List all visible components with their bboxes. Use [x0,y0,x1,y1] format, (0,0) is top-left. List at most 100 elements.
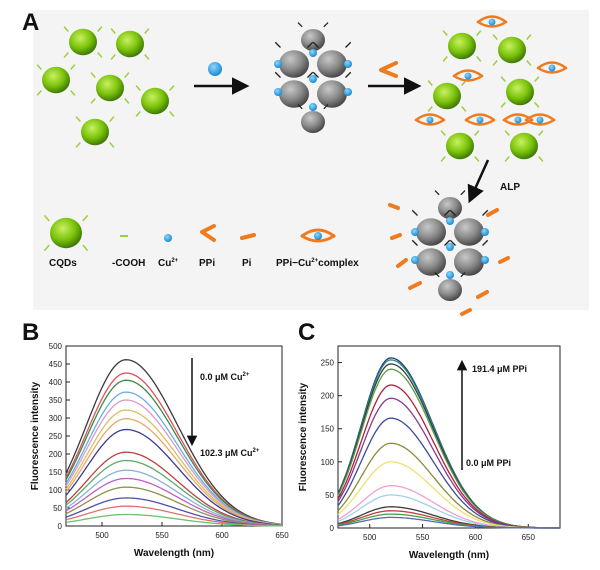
x-tick-label: 650 [522,533,536,542]
chart-c-ylabel: Fluorescence intensity [298,382,309,491]
y-tick-label: 400 [49,378,63,387]
series-line [337,516,560,529]
cqd-particle [36,64,76,96]
x-tick-label: 650 [275,531,289,540]
cu-ion [309,103,317,111]
cu-ion [344,60,352,68]
x-tick-label: 500 [363,533,377,542]
free-cqd-group [36,26,175,148]
legend-complex-icon [300,228,336,243]
cu-ion [309,49,317,57]
arrow-3 [467,159,490,204]
legend-ppi-icon [200,224,216,242]
y-tick-label: 250 [49,432,63,441]
chart-c-frame [337,345,561,529]
cqd-aggregate-2 [411,190,489,302]
chart-c-annotation-bottom: 0.0 μM PPi [466,458,511,468]
aggregated-cqd [434,190,466,220]
aggregated-cqd [312,41,352,78]
y-tick-label: 200 [49,450,63,459]
cu-ion [446,243,454,251]
legend-cu-icon [164,234,172,242]
ppi-cu-complex [524,113,556,126]
pi-fragments [388,203,510,316]
pi-fragment [498,256,510,264]
aggregated-cqd [297,104,329,134]
y-tick-label: 50 [53,504,62,513]
recovered-cqd-group [414,15,568,162]
ppi-cu-complex [452,69,484,82]
aggregated-cqd [312,71,352,108]
y-tick-label: 450 [49,360,63,369]
chart-c: 0 50 100 150 200 250 500 550 600 650 Wavelength … [298,345,561,561]
aggregated-cqd [274,41,314,78]
chart-b-xlabel: Wavelength (nm) [134,548,214,559]
chart-b-annotation-bottom: 102.3 μM Cu2+ [200,448,260,458]
series-line [65,418,283,526]
chart-b-annotation-top: 0.0 μM Cu2+ [200,372,250,382]
cu-ion [309,75,317,83]
cu-ion-icon [208,62,222,76]
cu-ion [446,217,454,225]
chart-c-y-axis: 0 50 100 150 200 250 [321,359,342,533]
cu-ion [411,256,419,264]
legend-label-cu: Cu2+ [158,258,179,269]
cqd-particle [63,26,103,58]
y-tick-label: 500 [49,342,63,351]
x-tick-label: 550 [155,531,169,540]
legend-label-complex: PPi−Cu2+complex [276,258,359,269]
aggregated-cqd [274,71,314,108]
series-line [65,359,283,525]
pi-fragment [390,233,402,240]
cqd-particle [75,116,115,148]
cqd-particle [500,76,540,108]
panel-c-label: C [298,319,315,346]
y-tick-label: 350 [49,396,63,405]
cu-ion [481,228,489,236]
chart-b: 0 50 100 150 200 250 300 350 400 450 500 500 550 600… [30,342,289,559]
x-tick-label: 550 [416,533,430,542]
panel-a-label: A [22,9,39,36]
cqd-aggregate-1 [274,22,352,134]
ppi-cu-complex [476,15,508,28]
y-tick-label: 150 [321,425,335,434]
series-line [65,428,283,526]
y-tick-label: 0 [330,524,335,533]
cu-ion [446,271,454,279]
series-line [337,363,560,529]
cu-ion [274,60,282,68]
ppi-cu-complex [464,113,496,126]
aggregated-cqd [411,209,451,246]
chart-c-annotation-top: 191.4 μM PPi [472,364,527,374]
x-tick-label: 600 [469,533,483,542]
aggregated-cqd [411,239,451,276]
chart-b-ylabel: Fluorescence intensity [30,381,41,490]
legend-label-pi: Pi [242,258,252,269]
y-tick-label: 200 [321,392,335,401]
y-tick-label: 100 [49,486,63,495]
panel-b-label: B [22,319,39,346]
pi-fragment [476,290,489,299]
pi-fragment [396,258,408,268]
y-tick-label: 50 [325,491,334,500]
scheme-background [33,10,589,310]
legend-cqd-icon [43,214,89,252]
series-line [337,384,561,529]
series-line [65,513,282,527]
aggregated-cqd [449,239,489,276]
aggregated-cqd [434,272,466,302]
x-tick-label: 500 [95,531,109,540]
cu-ion [344,88,352,96]
ppi-icon [379,61,398,78]
cu-ion [481,256,489,264]
legend-label-cqd: CQDs [49,258,77,269]
cu-ion [274,88,282,96]
legend-label-cooh: -COOH [112,258,145,269]
series-line [65,379,283,526]
y-tick-label: 150 [49,468,63,477]
cqd-particle [135,85,175,117]
alp-label: ALP [500,182,520,193]
scheme-legend: CQDs -COOH Cu2+ PPi Pi PPi−Cu2+complex [43,214,359,269]
y-tick-label: 100 [321,458,335,467]
